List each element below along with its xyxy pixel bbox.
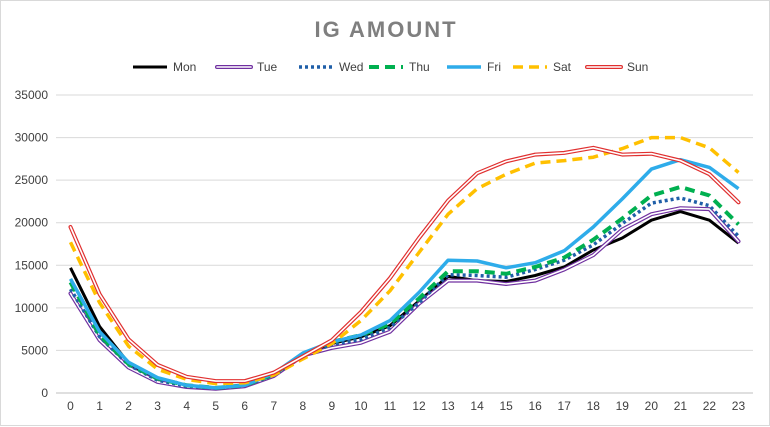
y-tick-label: 15000 [15, 258, 49, 272]
y-tick-label: 30000 [15, 131, 49, 145]
legend-label-fri: Fri [487, 60, 501, 74]
x-tick-label: 5 [212, 399, 219, 413]
y-tick-label: 5000 [21, 343, 48, 357]
x-tick-label: 20 [645, 399, 659, 413]
series-mon [69, 210, 740, 391]
series-thu [68, 185, 740, 390]
legend-item-thu: Thu [369, 60, 430, 74]
x-tick-label: 12 [412, 399, 426, 413]
legend-item-sat: Sat [513, 60, 572, 74]
x-tick-label: 19 [616, 399, 630, 413]
legend-label-wed: Wed [339, 60, 363, 74]
legend-item-fri: Fri [447, 60, 501, 74]
x-tick-label: 4 [183, 399, 190, 413]
series-line-mon [69, 210, 740, 391]
x-tick-label: 17 [558, 399, 572, 413]
legend-item-mon: Mon [133, 60, 196, 74]
x-tick-label: 16 [529, 399, 543, 413]
x-tick-label: 13 [441, 399, 455, 413]
y-tick-label: 25000 [15, 173, 49, 187]
y-tick-label: 35000 [15, 88, 49, 102]
series-lines [68, 135, 741, 391]
series-line-sat [68, 135, 740, 386]
y-tick-label: 20000 [15, 216, 49, 230]
x-tick-label: 10 [354, 399, 368, 413]
series-sat [68, 135, 740, 386]
series-line-tue-inner [69, 207, 740, 390]
series-sun [68, 145, 741, 384]
gridlines [56, 94, 753, 394]
chart-title: IG AMOUNT [314, 17, 457, 42]
legend-label-tue: Tue [257, 60, 278, 74]
legend-label-sun: Sun [627, 60, 648, 74]
series-line-tue [68, 206, 741, 391]
x-tick-label: 23 [732, 399, 746, 413]
series-line-thu [68, 185, 740, 390]
x-tick-label: 22 [703, 399, 717, 413]
x-tick-label: 11 [384, 399, 397, 413]
x-tick-label: 2 [125, 399, 132, 413]
series-fri [68, 157, 740, 390]
legend-item-wed: Wed [299, 60, 363, 74]
legend-label-thu: Thu [409, 60, 430, 74]
legend-item-tue: Tue [215, 60, 278, 74]
series-line-fri [68, 157, 740, 390]
x-tick-label: 15 [499, 399, 513, 413]
x-tick-label: 0 [67, 399, 74, 413]
legend-label-mon: Mon [173, 60, 196, 74]
legend-label-sat: Sat [553, 60, 572, 74]
x-tick-label: 21 [674, 399, 688, 413]
x-tick-label: 1 [96, 399, 103, 413]
x-tick-label: 9 [329, 399, 336, 413]
series-tue [68, 206, 741, 391]
y-tick-label: 10000 [15, 301, 49, 315]
y-tick-label: 0 [41, 386, 48, 400]
x-tick-label: 18 [587, 399, 601, 413]
x-axis-ticks: 0 1 2 3 4 5 6 7 8 9 10 11 12 13 14 15 16 17 18 19 20 21 22 23 [67, 399, 745, 413]
legend: Mon Tue Wed Thu Fri Sat Sun [133, 60, 648, 74]
x-tick-label: 3 [154, 399, 161, 413]
x-tick-label: 6 [241, 399, 248, 413]
x-tick-label: 7 [270, 399, 277, 413]
legend-item-sun: Sun [585, 60, 648, 74]
y-axis-ticks: 0 5000 10000 15000 20000 25000 30000 35000 [15, 88, 49, 400]
x-tick-label: 14 [470, 399, 484, 413]
x-tick-label: 8 [300, 399, 307, 413]
series-line-sun-inner [69, 147, 740, 382]
